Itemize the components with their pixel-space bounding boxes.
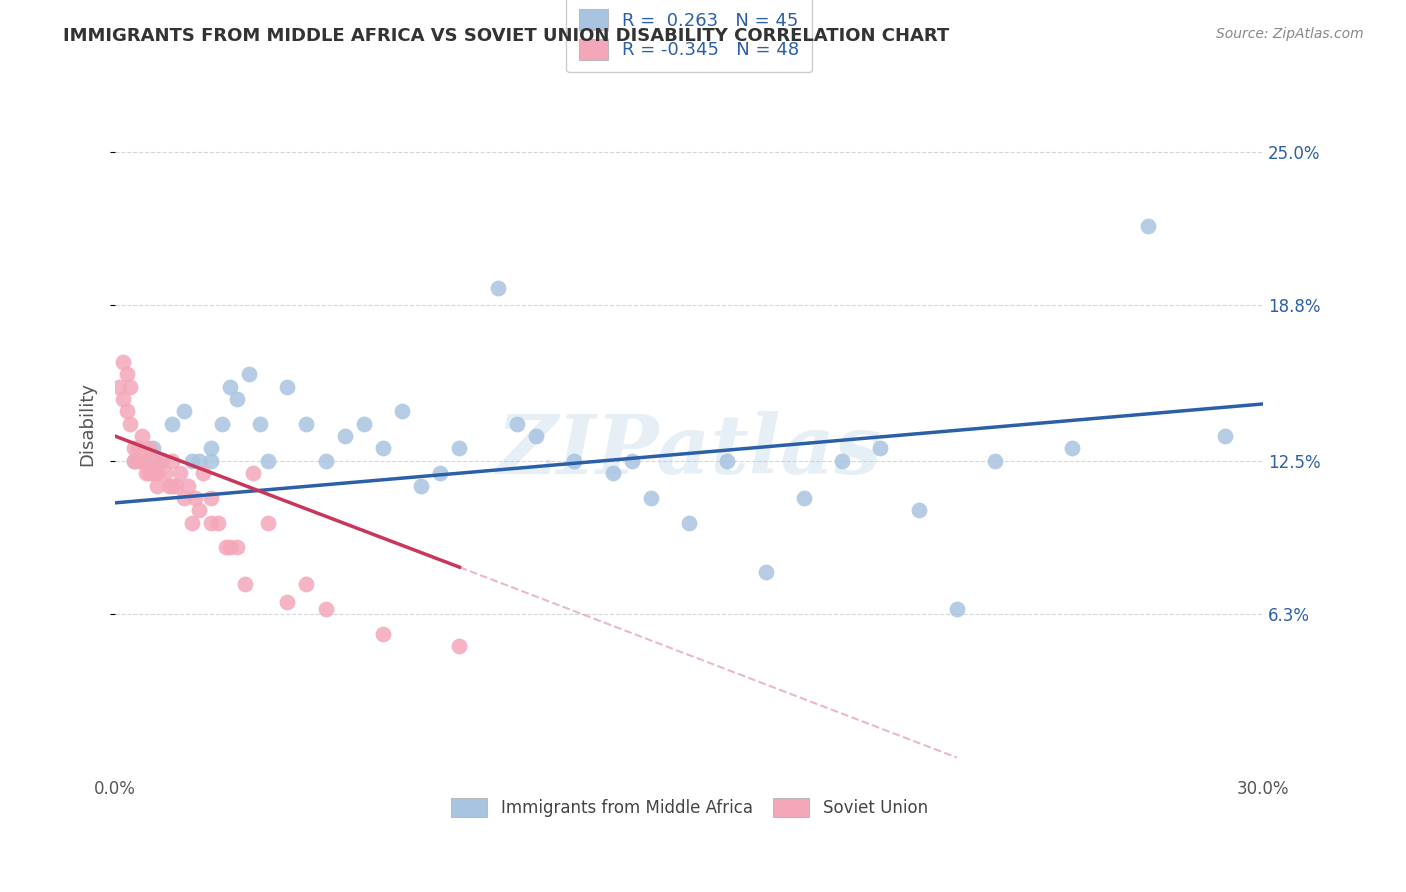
- Point: [211, 417, 233, 431]
- Text: ZIPatlas: ZIPatlas: [496, 411, 882, 491]
- Point: [162, 454, 184, 468]
- Point: [215, 541, 238, 555]
- Point: [207, 516, 229, 530]
- Point: [135, 466, 157, 480]
- Point: [242, 466, 264, 480]
- Point: [165, 478, 187, 492]
- Point: [429, 466, 451, 480]
- Point: [295, 577, 318, 591]
- Text: Source: ZipAtlas.com: Source: ZipAtlas.com: [1216, 27, 1364, 41]
- Point: [108, 379, 131, 393]
- Point: [233, 577, 256, 591]
- Point: [120, 379, 142, 393]
- Point: [149, 454, 172, 468]
- Point: [200, 454, 222, 468]
- Point: [449, 442, 471, 456]
- Point: [200, 442, 222, 456]
- Point: [184, 491, 207, 505]
- Point: [869, 442, 891, 456]
- Point: [177, 478, 200, 492]
- Point: [122, 454, 145, 468]
- Point: [620, 454, 643, 468]
- Point: [411, 478, 433, 492]
- Point: [142, 442, 165, 456]
- Point: [115, 368, 138, 382]
- Point: [173, 404, 195, 418]
- Point: [371, 627, 394, 641]
- Point: [315, 454, 337, 468]
- Point: [831, 454, 853, 468]
- Point: [353, 417, 375, 431]
- Point: [200, 516, 222, 530]
- Point: [131, 429, 153, 443]
- Text: IMMIGRANTS FROM MIDDLE AFRICA VS SOVIET UNION DISABILITY CORRELATION CHART: IMMIGRANTS FROM MIDDLE AFRICA VS SOVIET …: [63, 27, 949, 45]
- Point: [138, 442, 160, 456]
- Point: [135, 454, 157, 468]
- Point: [315, 602, 337, 616]
- Point: [678, 516, 700, 530]
- Point: [180, 516, 202, 530]
- Point: [127, 454, 149, 468]
- Point: [907, 503, 929, 517]
- Point: [449, 640, 471, 654]
- Point: [391, 404, 413, 418]
- Point: [257, 454, 280, 468]
- Point: [226, 392, 249, 406]
- Point: [162, 478, 184, 492]
- Legend: Immigrants from Middle Africa, Soviet Union: Immigrants from Middle Africa, Soviet Un…: [444, 791, 935, 824]
- Point: [115, 404, 138, 418]
- Point: [793, 491, 815, 505]
- Point: [755, 565, 778, 579]
- Point: [162, 417, 184, 431]
- Point: [218, 379, 240, 393]
- Point: [238, 368, 260, 382]
- Point: [153, 466, 176, 480]
- Point: [149, 454, 172, 468]
- Point: [562, 454, 585, 468]
- Point: [524, 429, 547, 443]
- Point: [249, 417, 271, 431]
- Point: [122, 442, 145, 456]
- Point: [602, 466, 624, 480]
- Point: [169, 466, 191, 480]
- Point: [257, 516, 280, 530]
- Point: [1137, 219, 1160, 233]
- Point: [506, 417, 529, 431]
- Point: [157, 478, 180, 492]
- Point: [122, 454, 145, 468]
- Point: [1060, 442, 1083, 456]
- Point: [146, 466, 169, 480]
- Point: [333, 429, 356, 443]
- Point: [138, 466, 160, 480]
- Point: [276, 379, 298, 393]
- Point: [142, 454, 165, 468]
- Point: [146, 478, 169, 492]
- Point: [218, 541, 240, 555]
- Point: [226, 541, 249, 555]
- Point: [191, 466, 214, 480]
- Point: [111, 392, 134, 406]
- Point: [486, 281, 509, 295]
- Point: [984, 454, 1007, 468]
- Point: [142, 466, 165, 480]
- Point: [276, 595, 298, 609]
- Point: [111, 355, 134, 369]
- Point: [371, 442, 394, 456]
- Point: [131, 454, 153, 468]
- Point: [716, 454, 738, 468]
- Point: [127, 442, 149, 456]
- Point: [120, 417, 142, 431]
- Point: [180, 454, 202, 468]
- Point: [135, 454, 157, 468]
- Point: [173, 491, 195, 505]
- Point: [295, 417, 318, 431]
- Y-axis label: Disability: Disability: [79, 382, 96, 466]
- Point: [188, 454, 211, 468]
- Point: [946, 602, 969, 616]
- Point: [200, 491, 222, 505]
- Point: [1213, 429, 1236, 443]
- Point: [640, 491, 662, 505]
- Point: [188, 503, 211, 517]
